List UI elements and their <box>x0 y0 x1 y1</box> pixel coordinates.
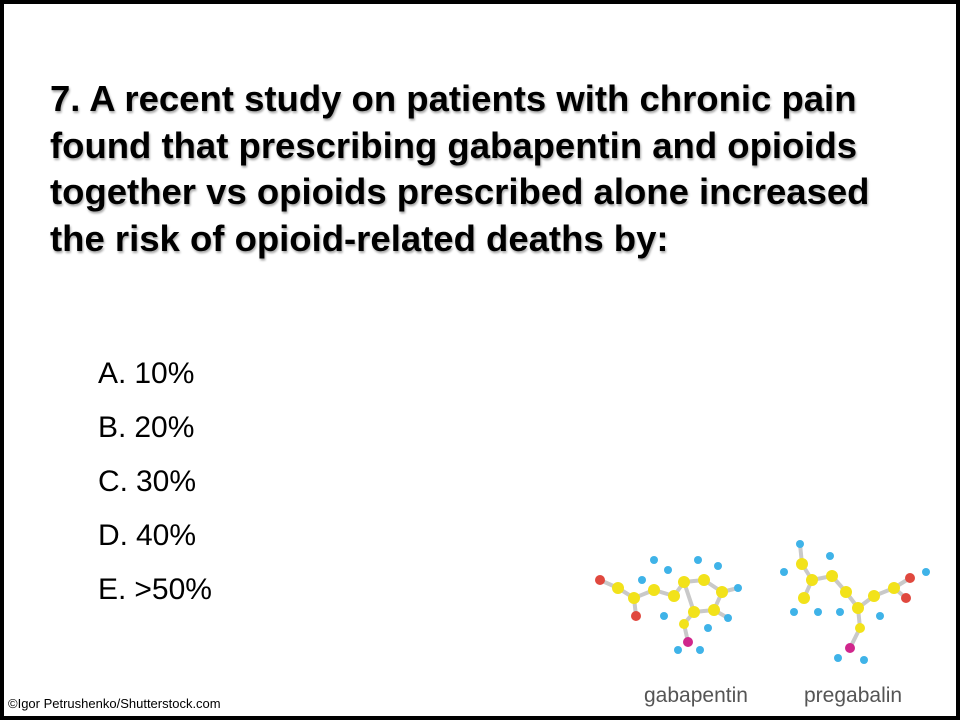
option-letter: E. <box>98 573 127 606</box>
question-text: 7. A recent study on patients with chron… <box>50 78 870 259</box>
option-letter: A. <box>98 357 127 390</box>
option-letter: D. <box>98 519 128 552</box>
gabapentin-label: gabapentin <box>644 684 748 707</box>
option-value: 10% <box>134 357 195 390</box>
option-a: A. 10% <box>98 354 212 408</box>
option-c: C. 30% <box>98 462 212 516</box>
option-value: 40% <box>136 519 197 552</box>
option-value: 20% <box>134 411 195 444</box>
option-value: 30% <box>136 465 197 498</box>
image-credit: ©Igor Petrushenko/Shutterstock.com <box>8 696 221 711</box>
option-e: E. >50% <box>98 570 212 624</box>
slide: 7. A recent study on patients with chron… <box>4 4 956 716</box>
pregabalin-label: pregabalin <box>804 684 903 707</box>
option-value: >50% <box>134 573 212 606</box>
molecule-illustration <box>595 540 930 664</box>
option-d: D. 40% <box>98 516 212 570</box>
answer-options: A. 10% B. 20% C. 30% D. 40% E. >50% <box>98 354 212 624</box>
option-b: B. 20% <box>98 408 212 462</box>
option-letter: C. <box>98 465 128 498</box>
option-letter: B. <box>98 411 127 444</box>
